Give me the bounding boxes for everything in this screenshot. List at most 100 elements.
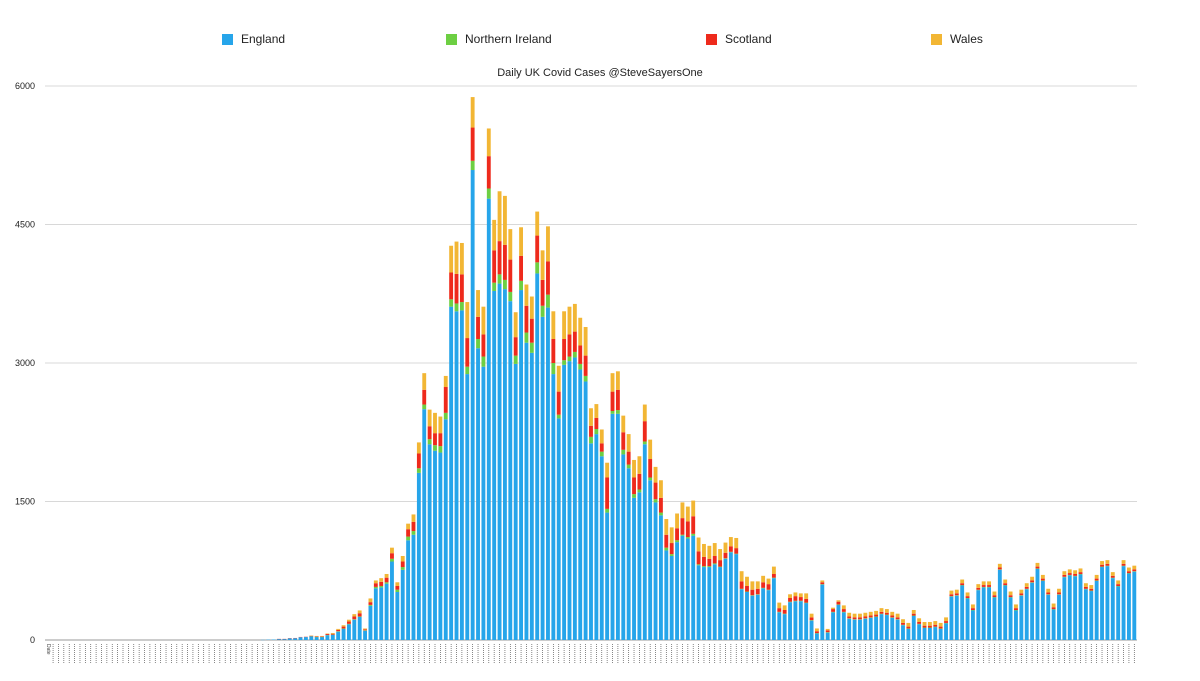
- bar-segment-northern-ireland: [696, 564, 701, 566]
- bar-segment-wales: [427, 409, 432, 427]
- bar-segment-wales: [422, 373, 427, 390]
- bar-segment-england: [1100, 567, 1104, 640]
- y-tick-label: 0: [30, 635, 35, 645]
- bar-segment-scotland: [798, 597, 803, 601]
- bar-segment-scotland: [750, 589, 755, 596]
- bar-segment-wales: [1083, 583, 1088, 587]
- bar-segment-northern-ireland: [481, 356, 486, 367]
- bar-segment-scotland: [863, 616, 868, 619]
- bar-segment-wales: [486, 128, 491, 157]
- bar-segment-england: [868, 617, 873, 640]
- bar-segment-northern-ireland: [449, 299, 454, 307]
- bar-segment-northern-ireland: [492, 282, 497, 291]
- bar-segment-northern-ireland: [390, 558, 394, 562]
- bar-segment-wales: [572, 303, 577, 332]
- bar-segment-wales: [368, 598, 373, 603]
- bar-segment-england: [605, 512, 610, 640]
- bar-segment-england: [427, 444, 432, 640]
- bar-segment-wales: [766, 578, 771, 585]
- bar-segment-wales: [1126, 567, 1131, 572]
- bar-segment-england: [433, 450, 437, 640]
- bar-segment-wales: [1121, 560, 1126, 564]
- bar-segment-england: [771, 578, 776, 640]
- bar-segment-scotland: [578, 345, 583, 364]
- bar-segment-scotland: [890, 615, 895, 618]
- bar-segment-wales: [1073, 570, 1078, 574]
- legend-swatch-northern-ireland: [446, 33, 457, 45]
- bar-segment-wales: [755, 581, 760, 589]
- bar-segment-england: [540, 316, 545, 640]
- bar-segment-scotland: [438, 433, 443, 447]
- bar-segment-wales: [949, 590, 954, 595]
- bar-segment-wales: [809, 613, 814, 618]
- bar-segment-scotland: [777, 608, 782, 612]
- bar-segment-scotland: [492, 250, 497, 283]
- bar-segment-wales: [847, 612, 852, 617]
- bar-segment-wales: [954, 589, 959, 594]
- bar-segment-scotland: [336, 629, 341, 632]
- bar-segment-scotland: [825, 630, 830, 633]
- bar-segment-england: [1121, 566, 1126, 640]
- bar-segment-wales: [615, 371, 620, 390]
- bar-segment-wales: [502, 195, 507, 245]
- bar-segment-england: [707, 567, 712, 640]
- bar-segment-scotland: [508, 259, 513, 292]
- bar-segment-wales: [352, 614, 357, 617]
- bar-segment-england: [669, 555, 674, 640]
- bar-segment-wales: [610, 373, 615, 392]
- bar-segment-wales: [922, 622, 927, 626]
- bar-segment-wales: [400, 555, 405, 562]
- bar-segment-england: [411, 534, 416, 640]
- bar-segment-wales: [702, 543, 706, 557]
- chart-title: Daily UK Covid Cases @SteveSayersOne: [497, 67, 703, 79]
- bar-segment-northern-ireland: [562, 360, 567, 365]
- bar-segment-wales: [739, 571, 744, 582]
- bar-segment-england: [476, 348, 480, 640]
- bar-segment-wales: [357, 610, 362, 614]
- bar-segment-wales: [917, 618, 922, 622]
- bar-segment-northern-ireland: [685, 537, 690, 539]
- bar-segment-wales: [578, 317, 583, 346]
- bar-segment-northern-ireland: [702, 566, 706, 568]
- bar-segment-wales: [691, 500, 696, 517]
- bar-segment-scotland: [513, 337, 518, 356]
- bar-segment-wales: [777, 602, 782, 609]
- bar-segment-england: [890, 617, 895, 640]
- bar-segment-scotland: [1030, 580, 1035, 583]
- bar-segment-england: [529, 352, 534, 640]
- bar-segment-wales: [874, 610, 879, 615]
- bar-segment-wales: [1040, 574, 1045, 579]
- bar-segment-scotland: [1035, 566, 1040, 569]
- bar-segment-england: [938, 628, 943, 640]
- bar-segment-scotland: [1110, 575, 1115, 578]
- bar-segment-england: [632, 497, 636, 640]
- bar-segment-northern-ireland: [438, 446, 443, 453]
- bar-segment-england: [739, 589, 744, 640]
- bar-segment-england: [486, 198, 491, 640]
- bar-segment-england: [298, 637, 303, 640]
- bar-segment-england: [470, 170, 475, 640]
- bar-segment-wales: [933, 621, 938, 625]
- bar-segment-scotland: [422, 389, 427, 405]
- bar-segment-scotland: [411, 521, 416, 532]
- bar-segment-scotland: [449, 272, 454, 300]
- bar-segment-wales: [524, 284, 529, 306]
- bar-segment-scotland: [997, 567, 1002, 570]
- bar-segment-wales: [363, 628, 367, 630]
- bar-segment-england: [745, 591, 749, 640]
- bar-segment-scotland: [599, 443, 604, 452]
- bar-segment-england: [1094, 580, 1099, 640]
- bar-segment-scotland: [884, 612, 889, 615]
- bar-segment-scotland: [970, 608, 975, 610]
- bar-segment-northern-ireland: [642, 441, 647, 445]
- bar-segment-england: [691, 535, 696, 640]
- bar-segment-scotland: [363, 629, 367, 631]
- bar-segment-wales: [621, 415, 626, 433]
- bar-segment-scotland: [1126, 571, 1131, 574]
- bar-segment-scotland: [949, 594, 954, 597]
- bar-segment-england: [879, 614, 884, 640]
- bar-segment-wales: [470, 97, 475, 128]
- bar-segment-scotland: [390, 553, 394, 559]
- bar-segment-scotland: [653, 482, 658, 500]
